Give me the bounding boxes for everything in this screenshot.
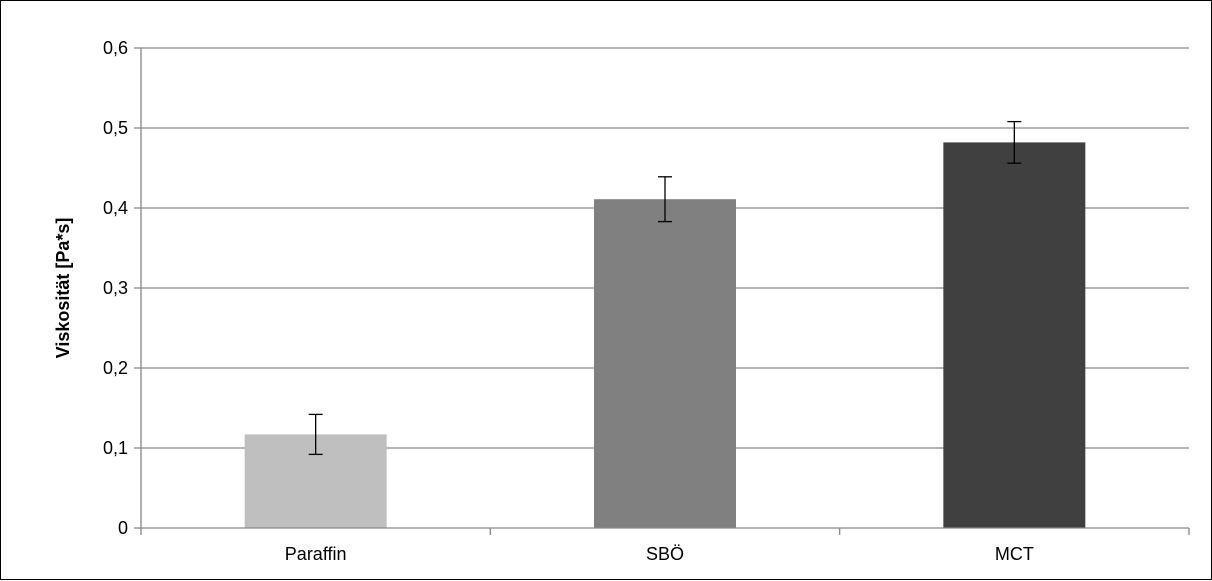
axes — [134, 47, 1190, 535]
y-axis-label: Viskosität [Pa*s] — [53, 218, 73, 359]
x-tick-label: MCT — [995, 544, 1034, 564]
y-tick-label: 0,3 — [103, 278, 128, 298]
error-bars — [308, 120, 1022, 456]
bar-mct — [943, 142, 1086, 528]
y-tick-labels: 0 0,1 0,2 0,3 0,4 0,5 0,6 — [103, 38, 128, 538]
x-tick-label: Paraffin — [285, 544, 347, 564]
y-tick-label: 0,6 — [103, 38, 128, 58]
x-tick-labels: Paraffin SBÖ MCT — [285, 544, 1034, 564]
y-tick-label: 0,2 — [103, 358, 128, 378]
bar-sbö — [594, 199, 736, 528]
y-tick-label: 0,1 — [103, 438, 128, 458]
y-tick-label: 0,4 — [103, 198, 128, 218]
x-tick-label: SBÖ — [646, 544, 684, 564]
y-tick-label: 0 — [118, 518, 128, 538]
y-tick-label: 0,5 — [103, 118, 128, 138]
bars — [244, 142, 1086, 528]
